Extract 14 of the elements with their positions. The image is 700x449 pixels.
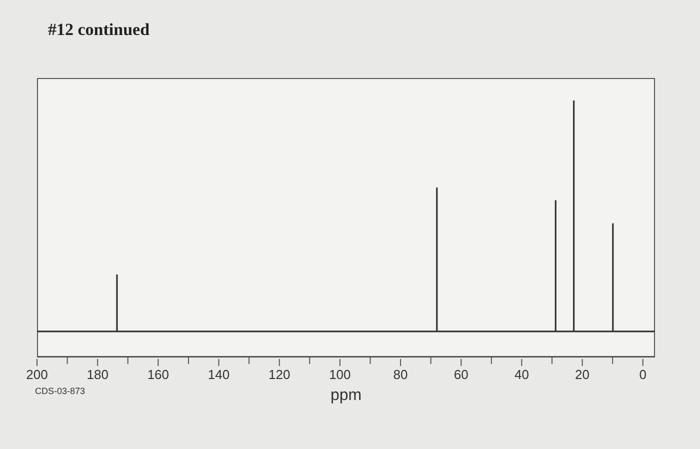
x-tick-label: 40 [514, 367, 529, 382]
x-tick-label: 120 [268, 367, 290, 382]
text: CDS-03-873 [35, 386, 86, 396]
x-tick-label: 140 [208, 367, 230, 382]
x-tick-label: 20 [575, 367, 590, 382]
x-tick-label: 0 [639, 367, 646, 382]
x-tick-label: 100 [329, 367, 351, 382]
x-tick-label: 200 [26, 367, 48, 382]
x-tick-label: 80 [393, 367, 408, 382]
chart-title: #12 continued [48, 20, 150, 40]
x-axis-title: ppm [330, 387, 362, 404]
x-tick-label: 180 [86, 367, 108, 382]
x-tick-label: 60 [454, 367, 468, 382]
x-tick-label: 160 [147, 367, 170, 382]
